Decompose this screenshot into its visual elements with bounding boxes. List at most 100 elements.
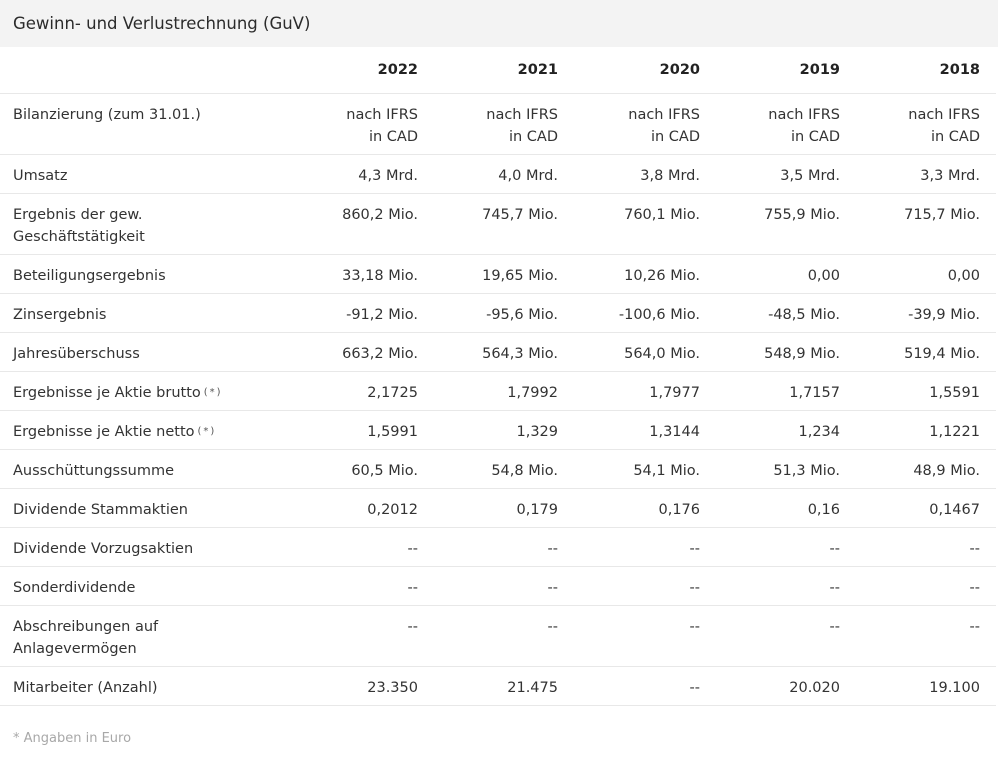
row-value: --	[434, 605, 574, 667]
row-value: 3,3 Mrd.	[856, 154, 996, 194]
row-label: Bilanzierung (zum 31.01.)	[0, 93, 294, 155]
row-value: 564,0 Mio.	[574, 332, 716, 372]
row-label-text: Ergebnis der gew. Geschäftstätigkeit	[13, 207, 145, 245]
row-value: -39,9 Mio.	[856, 293, 996, 333]
header-empty	[0, 47, 294, 94]
row-label: Beteiligungsergebnis	[0, 254, 294, 294]
footnote-marker: (*)	[203, 387, 223, 398]
row-label: Ergebnisse je Aktie netto (*)	[0, 410, 294, 450]
row-label-text: Dividende Stammaktien	[13, 502, 188, 518]
row-label: Abschreibungen auf Anlagevermögen	[0, 605, 294, 667]
row-value: nach IFRS in CAD	[574, 93, 716, 155]
row-label: Ergebnisse je Aktie brutto (*)	[0, 371, 294, 411]
row-label: Sonderdividende	[0, 566, 294, 606]
row-value: 0,00	[716, 254, 856, 294]
income-statement-table: 2022 2021 2020 2019 2018 Bilanzierung (z…	[0, 47, 996, 706]
row-value: 51,3 Mio.	[716, 449, 856, 489]
row-label-text: Ausschüttungssumme	[13, 463, 174, 479]
row-value: 860,2 Mio.	[294, 193, 434, 255]
row-value: 0,2012	[294, 488, 434, 528]
table-row: Umsatz 4,3 Mrd. 4,0 Mrd. 3,8 Mrd. 3,5 Mrd. 3,…	[0, 154, 996, 194]
year-header: 2020	[574, 47, 716, 94]
row-value: 21.475	[434, 666, 574, 706]
row-label-text: Zinsergebnis	[13, 307, 107, 323]
section-title: Gewinn- und Verlustrechnung (GuV)	[13, 14, 311, 33]
row-value: nach IFRS in CAD	[856, 93, 996, 155]
row-value: --	[856, 566, 996, 606]
row-label: Mitarbeiter (Anzahl)	[0, 666, 294, 706]
table-row: Ergebnis der gew. Geschäftstätigkeit 860,…	[0, 193, 996, 255]
row-value: 519,4 Mio.	[856, 332, 996, 372]
table-row: Zinsergebnis -91,2 Mio. -95,6 Mio. -100,6 M…	[0, 293, 996, 333]
row-value: 3,8 Mrd.	[574, 154, 716, 194]
row-value: 1,5991	[294, 410, 434, 450]
footnote: * Angaben in Euro	[13, 731, 132, 746]
row-value: --	[856, 605, 996, 667]
row-value: 54,8 Mio.	[434, 449, 574, 489]
row-value: 4,0 Mrd.	[434, 154, 574, 194]
row-value: --	[574, 605, 716, 667]
row-value: 0,176	[574, 488, 716, 528]
table-row: Abschreibungen auf Anlagevermögen -- -- -- -…	[0, 605, 996, 667]
row-label-text: Jahresüberschuss	[13, 346, 140, 362]
row-value: --	[294, 527, 434, 567]
table-row: Ergebnisse je Aktie brutto (*) 2,1725 1,799…	[0, 371, 996, 411]
row-value: 760,1 Mio.	[574, 193, 716, 255]
row-value: 1,7977	[574, 371, 716, 411]
row-value: -100,6 Mio.	[574, 293, 716, 333]
row-value: 23.350	[294, 666, 434, 706]
row-value: --	[574, 666, 716, 706]
row-label-text: Mitarbeiter (Anzahl)	[13, 680, 158, 696]
row-label: Jahresüberschuss	[0, 332, 294, 372]
table-row: Dividende Vorzugsaktien -- -- -- -- --	[0, 527, 996, 567]
row-label-text: Umsatz	[13, 168, 68, 184]
row-value: 60,5 Mio.	[294, 449, 434, 489]
row-value: --	[574, 566, 716, 606]
row-value: --	[716, 605, 856, 667]
table-row: Jahresüberschuss 663,2 Mio. 564,3 Mio. 564,…	[0, 332, 996, 372]
row-label-text: Beteiligungsergebnis	[13, 268, 166, 284]
row-value: 19,65 Mio.	[434, 254, 574, 294]
row-value: -95,6 Mio.	[434, 293, 574, 333]
row-value: --	[434, 566, 574, 606]
row-value: 4,3 Mrd.	[294, 154, 434, 194]
row-label: Zinsergebnis	[0, 293, 294, 333]
row-value: 0,1467	[856, 488, 996, 528]
row-value: 54,1 Mio.	[574, 449, 716, 489]
row-value: 564,3 Mio.	[434, 332, 574, 372]
row-value: 1,5591	[856, 371, 996, 411]
row-value: --	[856, 527, 996, 567]
row-label-text: Bilanzierung (zum 31.01.)	[13, 107, 201, 123]
row-value: nach IFRS in CAD	[294, 93, 434, 155]
row-value: --	[294, 605, 434, 667]
table-row: Dividende Stammaktien 0,2012 0,179 0,176 0,1…	[0, 488, 996, 528]
row-value: 1,3144	[574, 410, 716, 450]
row-value: 663,2 Mio.	[294, 332, 434, 372]
row-value: 33,18 Mio.	[294, 254, 434, 294]
row-value: 0,179	[434, 488, 574, 528]
row-value: --	[716, 527, 856, 567]
row-value: 1,329	[434, 410, 574, 450]
year-header: 2021	[434, 47, 574, 94]
row-value: --	[434, 527, 574, 567]
row-label: Dividende Stammaktien	[0, 488, 294, 528]
footnote-marker: (*)	[197, 426, 217, 437]
row-value: 0,00	[856, 254, 996, 294]
table-row: Mitarbeiter (Anzahl) 23.350 21.475 -- 20.020…	[0, 666, 996, 706]
row-label-text: Ergebnisse je Aktie brutto	[13, 385, 201, 401]
row-value: 1,7157	[716, 371, 856, 411]
year-header: 2018	[856, 47, 996, 94]
year-header: 2019	[716, 47, 856, 94]
row-value: 20.020	[716, 666, 856, 706]
row-value: 1,7992	[434, 371, 574, 411]
row-value: 10,26 Mio.	[574, 254, 716, 294]
row-value: 19.100	[856, 666, 996, 706]
row-value: 3,5 Mrd.	[716, 154, 856, 194]
row-value: nach IFRS in CAD	[716, 93, 856, 155]
row-value: 1,1221	[856, 410, 996, 450]
row-value: --	[716, 566, 856, 606]
row-value: 0,16	[716, 488, 856, 528]
row-value: 715,7 Mio.	[856, 193, 996, 255]
row-value: nach IFRS in CAD	[434, 93, 574, 155]
row-label-text: Sonderdividende	[13, 580, 136, 596]
